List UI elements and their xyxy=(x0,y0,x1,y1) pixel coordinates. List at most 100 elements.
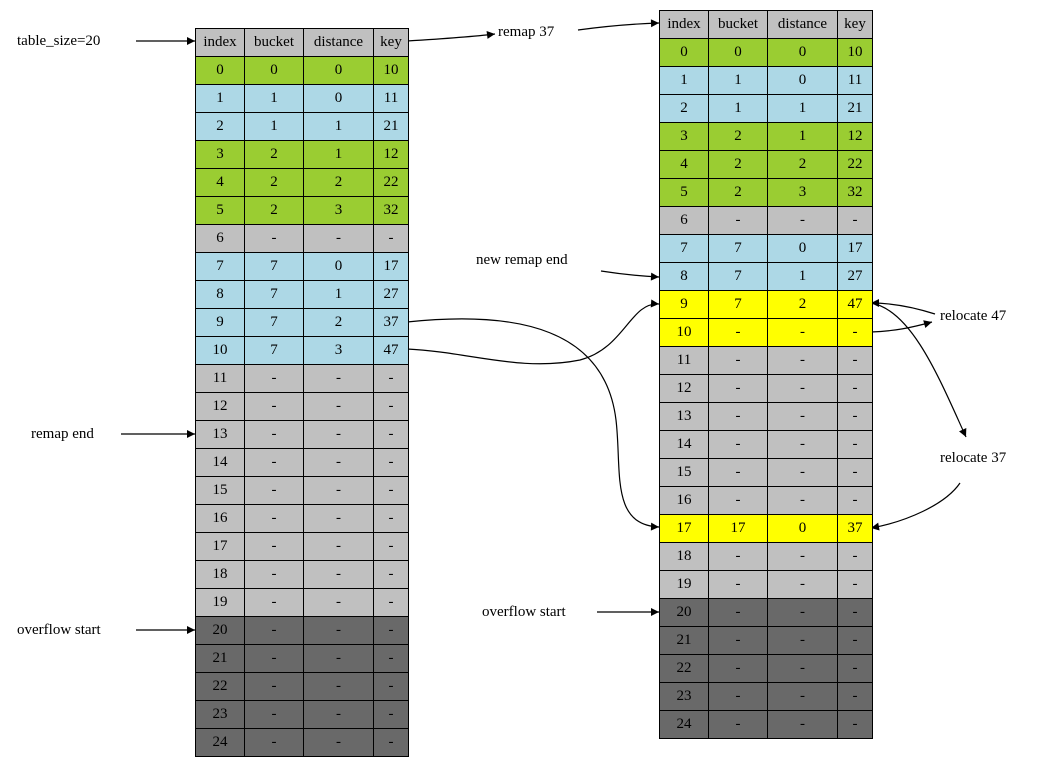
cell-index: 17 xyxy=(195,532,245,561)
cell-index: 17 xyxy=(659,514,709,543)
cell-index: 8 xyxy=(659,262,709,291)
header-index: index xyxy=(195,28,245,57)
cell-distance: - xyxy=(303,644,374,673)
cell-index: 14 xyxy=(195,448,245,477)
cell-index: 10 xyxy=(195,336,245,365)
table-row: 14- - - xyxy=(659,430,873,459)
header-key: key xyxy=(837,10,873,39)
table-size-label: table_size=20 xyxy=(17,33,101,49)
cell-index: 10 xyxy=(659,318,709,347)
cell-bucket: - xyxy=(244,588,304,617)
cell-distance: - xyxy=(767,458,838,487)
cell-key: 37 xyxy=(373,308,409,337)
cell-bucket: 2 xyxy=(708,122,768,151)
table-row: 19- - - xyxy=(659,570,873,599)
cell-bucket: 1 xyxy=(244,84,304,113)
cell-distance: - xyxy=(303,728,374,757)
cell-index: 24 xyxy=(195,728,245,757)
cell-key: 17 xyxy=(837,234,873,263)
cell-distance: - xyxy=(767,206,838,235)
cell-key: - xyxy=(837,374,873,403)
table-row: 14- - - xyxy=(195,448,409,477)
cell-distance: - xyxy=(767,374,838,403)
cell-bucket: - xyxy=(244,700,304,729)
table-row: 9 7 2 47 xyxy=(659,290,873,319)
table-row: 22- - - xyxy=(195,672,409,701)
cell-key: - xyxy=(373,224,409,253)
table-row: 9 7 2 37 xyxy=(195,308,409,337)
cell-key: - xyxy=(373,532,409,561)
cell-key: 47 xyxy=(837,290,873,319)
cell-bucket: - xyxy=(244,504,304,533)
cell-index: 3 xyxy=(659,122,709,151)
cell-bucket: - xyxy=(244,448,304,477)
arrow-key-to-remap37 xyxy=(406,30,496,42)
cell-index: 7 xyxy=(659,234,709,263)
cell-index: 2 xyxy=(195,112,245,141)
remap-37-label: remap 37 xyxy=(498,24,555,40)
cell-bucket: - xyxy=(244,532,304,561)
cell-bucket: 7 xyxy=(244,280,304,309)
cell-distance: 0 xyxy=(767,234,838,263)
cell-bucket: - xyxy=(244,672,304,701)
cell-index: 3 xyxy=(195,140,245,169)
arrow-9-to-relocate37 xyxy=(870,302,967,438)
table-row: 24- - - xyxy=(195,728,409,757)
table-row: 16- - - xyxy=(659,486,873,515)
table-row: 21- - - xyxy=(659,626,873,655)
table-row: 16- - - xyxy=(195,504,409,533)
cell-distance: 1 xyxy=(767,122,838,151)
cell-distance: - xyxy=(303,588,374,617)
table-row: 5 2 3 32 xyxy=(195,196,409,225)
cell-distance: 0 xyxy=(303,84,374,113)
table-row: 11- - - xyxy=(195,364,409,393)
cell-distance: 2 xyxy=(767,290,838,319)
cell-index: 4 xyxy=(659,150,709,179)
cell-bucket: - xyxy=(708,654,768,683)
cell-key: 10 xyxy=(837,38,873,67)
cell-index: 20 xyxy=(195,616,245,645)
cell-key: 22 xyxy=(837,150,873,179)
cell-index: 16 xyxy=(195,504,245,533)
cell-bucket: - xyxy=(708,626,768,655)
cell-distance: - xyxy=(303,560,374,589)
cell-distance: - xyxy=(303,420,374,449)
cell-index: 2 xyxy=(659,94,709,123)
cell-key: 47 xyxy=(373,336,409,365)
cell-key: 11 xyxy=(373,84,409,113)
cell-index: 21 xyxy=(195,644,245,673)
cell-index: 23 xyxy=(195,700,245,729)
cell-key: 27 xyxy=(373,280,409,309)
cell-index: 13 xyxy=(659,402,709,431)
cell-distance: 1 xyxy=(303,280,374,309)
cell-key: - xyxy=(837,430,873,459)
cell-index: 19 xyxy=(659,570,709,599)
cell-key: - xyxy=(837,682,873,711)
table-row: 2 1 1 21 xyxy=(195,112,409,141)
arrow-10-to-relocate47 xyxy=(870,320,933,333)
cell-distance: - xyxy=(767,598,838,627)
cell-distance: 3 xyxy=(767,178,838,207)
table-row: 18- - - xyxy=(659,542,873,571)
cell-bucket: - xyxy=(708,486,768,515)
cell-distance: - xyxy=(767,346,838,375)
cell-key: - xyxy=(837,318,873,347)
cell-key: - xyxy=(837,570,873,599)
cell-bucket: - xyxy=(244,644,304,673)
table-row: 13- - - xyxy=(195,420,409,449)
cell-bucket: 7 xyxy=(244,336,304,365)
cell-distance: - xyxy=(767,542,838,571)
cell-key: 21 xyxy=(837,94,873,123)
remap-end-label: remap end xyxy=(31,426,94,442)
cell-key: - xyxy=(373,644,409,673)
cell-bucket: 7 xyxy=(708,290,768,319)
header-row: index bucket distance key xyxy=(195,28,409,57)
cell-bucket: - xyxy=(708,458,768,487)
cell-key: 27 xyxy=(837,262,873,291)
table-row: 7 7 0 17 xyxy=(659,234,873,263)
cell-key: - xyxy=(373,560,409,589)
cell-bucket: - xyxy=(708,374,768,403)
table-row: 17 17 0 37 xyxy=(659,514,873,543)
cell-bucket: - xyxy=(244,364,304,393)
cell-distance: - xyxy=(303,616,374,645)
